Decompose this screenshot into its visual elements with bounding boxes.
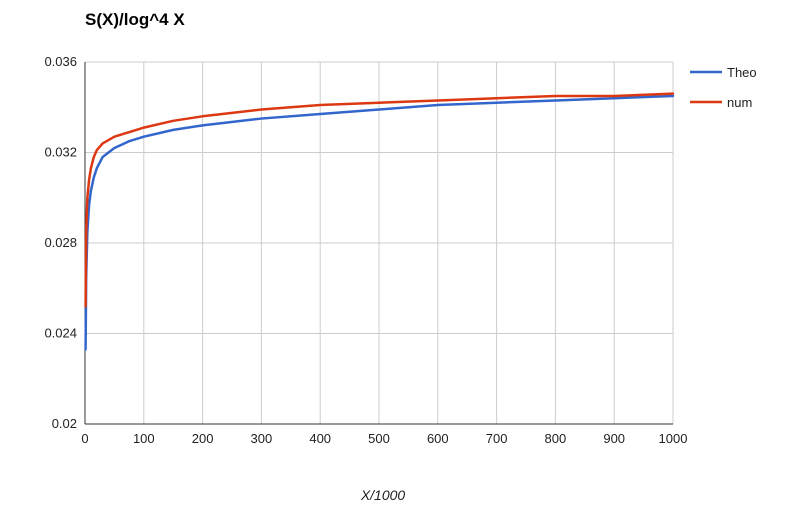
x-tick-label: 700 <box>486 431 508 446</box>
x-tick-label: 0 <box>81 431 88 446</box>
x-tick-label: 400 <box>309 431 331 446</box>
x-tick-label: 100 <box>133 431 155 446</box>
x-tick-label: 1000 <box>659 431 688 446</box>
series-line-num <box>84 92 675 308</box>
legend-label: Theo <box>727 65 757 80</box>
y-tick-label: 0.02 <box>52 416 77 431</box>
x-axis-ticks: 0 100 200 300 400 500 600 700 800 900 1000 <box>81 431 687 446</box>
y-axis-ticks: 0.02 0.024 0.028 0.032 0.036 <box>44 54 77 431</box>
x-tick-label: 200 <box>192 431 214 446</box>
chart-title: S(X)/log^4 X <box>85 10 185 29</box>
y-tick-label: 0.032 <box>44 145 77 160</box>
x-tick-label: 900 <box>603 431 625 446</box>
x-axis-title: X/1000 <box>360 487 406 503</box>
legend-label: num <box>727 95 752 110</box>
x-tick-label: 600 <box>427 431 449 446</box>
x-tick-label: 800 <box>545 431 567 446</box>
y-tick-label: 0.028 <box>44 235 77 250</box>
grid <box>84 61 674 425</box>
series-line-theo <box>84 94 675 351</box>
x-tick-label: 500 <box>368 431 390 446</box>
y-tick-label: 0.036 <box>44 54 77 69</box>
x-tick-label: 300 <box>251 431 273 446</box>
legend: Theo num <box>690 65 757 110</box>
y-tick-label: 0.024 <box>44 326 77 341</box>
series-lines <box>84 92 675 351</box>
